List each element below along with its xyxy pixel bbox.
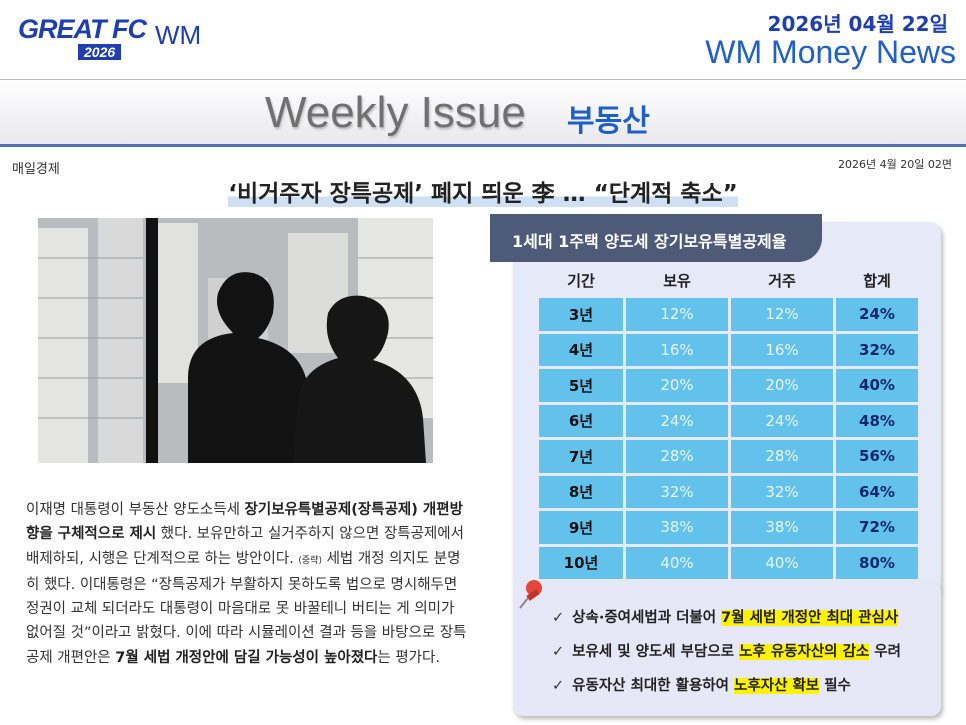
newsletter-name: WM Money News xyxy=(705,34,956,70)
banner xyxy=(0,79,966,147)
table-cell: 28% xyxy=(626,440,728,473)
article-body: 이재명 대통령이 부동산 양도소득세 장기보유특별공제(장특공제) 개편방향을 … xyxy=(26,498,472,670)
highlight-text: 상속·증여세법과 더불어 xyxy=(572,610,722,626)
logo-year: 2026 xyxy=(78,44,122,60)
highlight-item: 상속·증여세법과 더불어 7월 세법 개정안 최대 관심사 xyxy=(552,604,901,638)
body-text: 했다. 보유만하고 실거주하지 않으면 장특공제에서 배제하되, 시행은 단계적… xyxy=(26,526,464,567)
table-cell: 3년 xyxy=(539,298,623,331)
pin-icon xyxy=(519,580,542,609)
table-cell: 72% xyxy=(836,511,918,544)
table-cell: 5년 xyxy=(539,369,623,402)
table-row: 8년 32% 32% 64% xyxy=(539,475,918,508)
table-row: 3년 12% 12% 24% xyxy=(539,298,918,331)
table-cell: 38% xyxy=(731,511,833,544)
highlight-list: 상속·증여세법과 더불어 7월 세법 개정안 최대 관심사보유세 및 양도세 부… xyxy=(552,604,901,706)
body-text: 는 평가다. xyxy=(377,649,440,666)
table-cell: 32% xyxy=(836,333,918,366)
body-text: 장기보유특별공제(장특공제) 개편방향을 구체적으로 제시 xyxy=(26,502,463,543)
table-cell: 24% xyxy=(836,298,918,331)
table-row: 6년 24% 24% 48% xyxy=(539,404,918,437)
table-cell: 16% xyxy=(626,333,728,366)
table-cell: 20% xyxy=(731,369,833,402)
deduction-table: 기간 보유 거주 합계 3년 12% 12% 24% 4년 16% 16% 32% 5년 20% 20% 40… xyxy=(536,262,921,582)
highlight-text: 유동자산 최대한 활용하여 xyxy=(572,678,735,694)
table-cell: 40% xyxy=(836,369,918,402)
table-cell: 48% xyxy=(836,404,918,437)
highlight-text: 7월 세법 개정안 최대 관심사 xyxy=(721,610,899,626)
table-cell: 64% xyxy=(836,475,918,508)
issue-date: 2026년 04월 22일 xyxy=(767,12,948,36)
body-text: (중략) xyxy=(298,555,322,566)
table-cell: 56% xyxy=(836,440,918,473)
column-header: 거주 xyxy=(731,265,833,295)
table-cell: 24% xyxy=(626,404,728,437)
table-cell: 40% xyxy=(731,546,833,579)
table-cell: 40% xyxy=(626,546,728,579)
table-cell: 28% xyxy=(731,440,833,473)
table-cell: 38% xyxy=(626,511,728,544)
table-cell: 6년 xyxy=(539,404,623,437)
table-row: 10년 40% 40% 80% xyxy=(539,546,918,579)
table-row: 4년 16% 16% 32% xyxy=(539,333,918,366)
published: 2026년 4월 20일 02면 xyxy=(838,158,952,171)
highlight-text: 우려 xyxy=(869,644,901,660)
highlight-text: 필수 xyxy=(819,678,851,694)
table-cell: 32% xyxy=(626,475,728,508)
body-text: 이재명 대통령이 부동산 양도소득세 xyxy=(26,502,245,518)
highlight-text: 노후 유동자산의 감소 xyxy=(739,644,870,660)
table-cell: 4년 xyxy=(539,333,623,366)
table-cell: 24% xyxy=(731,404,833,437)
table-cell: 10년 xyxy=(539,546,623,579)
table-row: 5년 20% 20% 40% xyxy=(539,369,918,402)
column-header: 기간 xyxy=(539,265,623,295)
highlight-item: 보유세 및 양도세 부담으로 노후 유동자산의 감소 우려 xyxy=(552,638,901,672)
table-row: 9년 38% 38% 72% xyxy=(539,511,918,544)
headline: ‘비거주자 장특공제’ 폐지 띄운 李 … “단계적 축소” xyxy=(0,174,966,208)
headline-text: ‘비거주자 장특공제’ 폐지 띄운 李 … “단계적 축소” xyxy=(228,181,738,207)
photo xyxy=(38,218,433,463)
table-cell: 8년 xyxy=(539,475,623,508)
highlight-item: 유동자산 최대한 활용하여 노후자산 확보 필수 xyxy=(552,672,901,706)
column-header: 보유 xyxy=(626,265,728,295)
body-text: 7월 세법 개정안에 담길 가능성이 높아졌다 xyxy=(115,649,378,666)
header-row: 기간 보유 거주 합계 xyxy=(539,265,918,295)
table-cell: 7년 xyxy=(539,440,623,473)
table-cell: 32% xyxy=(731,475,833,508)
table-row: 7년 28% 28% 56% xyxy=(539,440,918,473)
banner-title: Weekly Issue xyxy=(265,88,526,137)
highlight-text: 노후자산 확보 xyxy=(734,678,820,694)
column-header: 합계 xyxy=(836,265,918,295)
table-cell: 12% xyxy=(731,298,833,331)
source: 매일경제 xyxy=(12,162,60,177)
banner-topic: 부동산 xyxy=(567,104,650,139)
brand: WM xyxy=(155,20,202,50)
body-text: 세법 개정 의지도 분명히 했다. 이대통령은 “장특공제가 부활하지 못하도록… xyxy=(26,550,467,666)
highlight-text: 보유세 및 양도세 부담으로 xyxy=(572,644,740,660)
table-title: 1세대 1주택 양도세 장기보유특별공제율 xyxy=(490,214,822,262)
table-cell: 9년 xyxy=(539,511,623,544)
table-cell: 20% xyxy=(626,369,728,402)
table-cell: 12% xyxy=(626,298,728,331)
logo: GREAT FC xyxy=(18,14,147,44)
table-cell: 80% xyxy=(836,546,918,579)
table-cell: 16% xyxy=(731,333,833,366)
